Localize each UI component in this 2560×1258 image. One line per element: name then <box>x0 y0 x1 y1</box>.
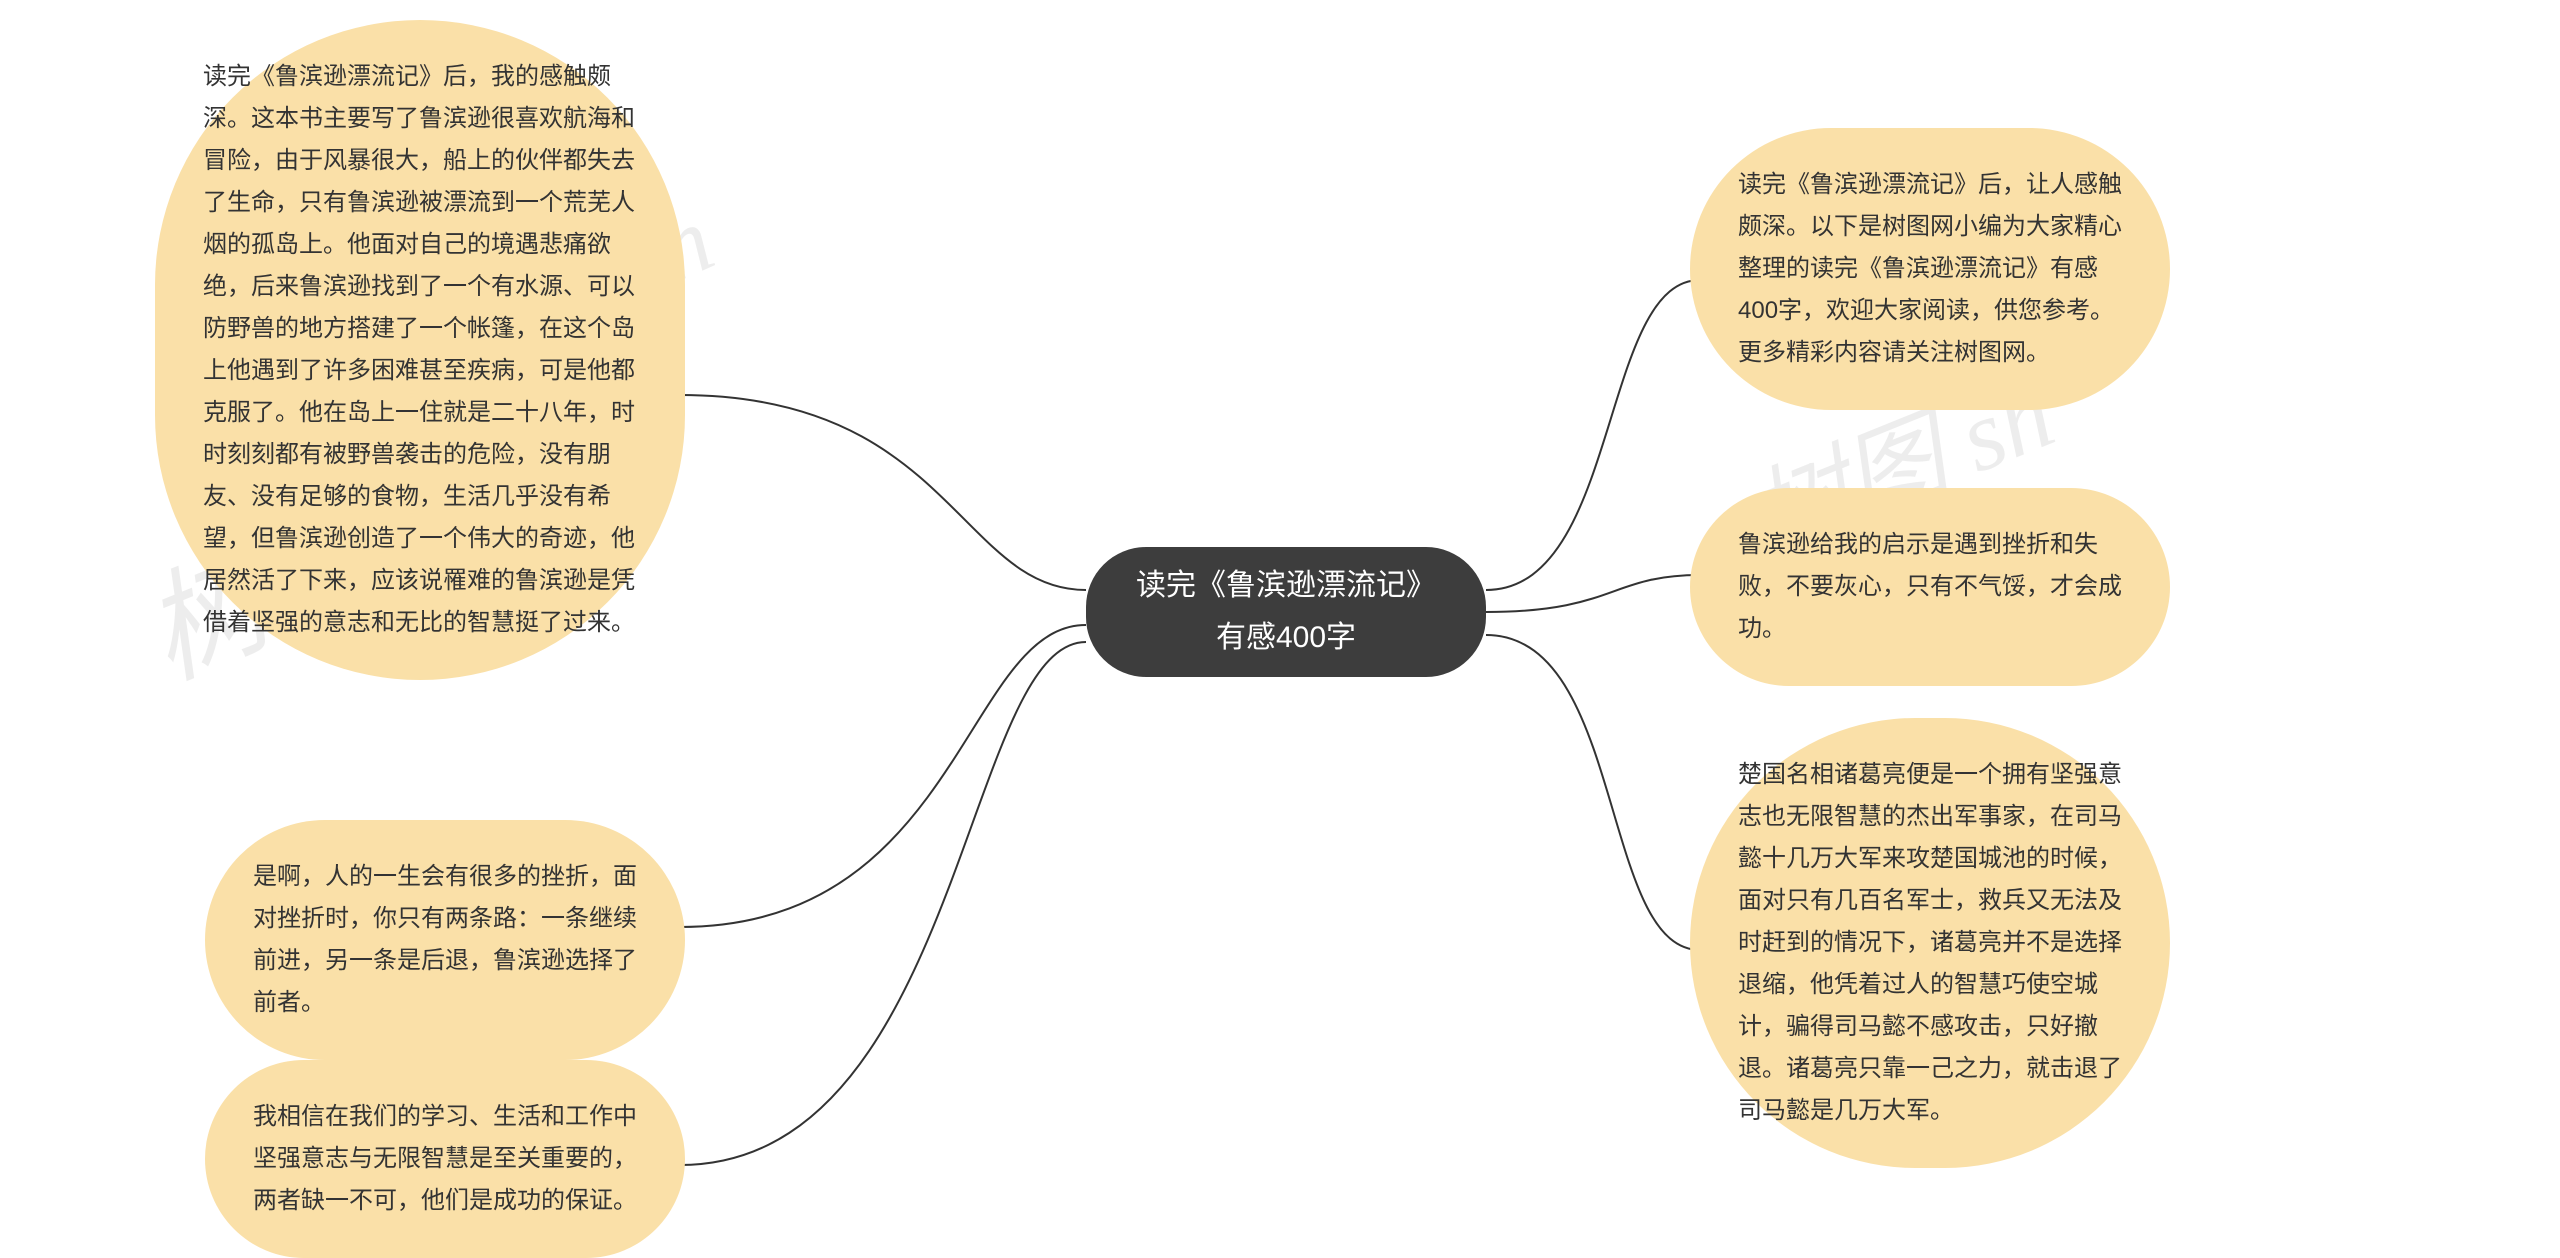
branch-node-text: 是啊，人的一生会有很多的挫折，面对挫折时，你只有两条路：一条继续前进，另一条是后… <box>253 863 637 1016</box>
branch-node[interactable]: 读完《鲁滨逊漂流记》后，让人感触颇深。以下是树图网小编为大家精心整理的读完《鲁滨… <box>1690 128 2170 410</box>
branch-node[interactable]: 我相信在我们的学习、生活和工作中坚强意志与无限智慧是至关重要的，两者缺一不可，他… <box>205 1060 685 1258</box>
branch-node-text: 我相信在我们的学习、生活和工作中坚强意志与无限智慧是至关重要的，两者缺一不可，他… <box>253 1103 637 1214</box>
branch-node-text: 读完《鲁滨逊漂流记》后，我的感触颇深。这本书主要写了鲁滨逊很喜欢航海和冒险，由于… <box>203 63 635 636</box>
branch-node[interactable]: 鲁滨逊给我的启示是遇到挫折和失败，不要灰心，只有不气馁，才会成功。 <box>1690 488 2170 686</box>
branch-node-text: 鲁滨逊给我的启示是遇到挫折和失败，不要灰心，只有不气馁，才会成功。 <box>1738 531 2122 642</box>
branch-node[interactable]: 读完《鲁滨逊漂流记》后，我的感触颇深。这本书主要写了鲁滨逊很喜欢航海和冒险，由于… <box>155 20 685 680</box>
mindmap-canvas: .cn 树 树图 sh 读完《鲁滨逊漂流记》有感400字 读完《鲁滨逊漂流记》后… <box>0 0 2560 1213</box>
branch-node-text: 楚国名相诸葛亮便是一个拥有坚强意志也无限智慧的杰出军事家，在司马懿十几万大军来攻… <box>1738 761 2122 1124</box>
branch-node-text: 读完《鲁滨逊漂流记》后，让人感触颇深。以下是树图网小编为大家精心整理的读完《鲁滨… <box>1738 171 2122 366</box>
center-node-text: 读完《鲁滨逊漂流记》有感400字 <box>1126 560 1446 665</box>
branch-node[interactable]: 是啊，人的一生会有很多的挫折，面对挫折时，你只有两条路：一条继续前进，另一条是后… <box>205 820 685 1060</box>
branch-node[interactable]: 楚国名相诸葛亮便是一个拥有坚强意志也无限智慧的杰出军事家，在司马懿十几万大军来攻… <box>1690 718 2170 1168</box>
center-node[interactable]: 读完《鲁滨逊漂流记》有感400字 <box>1086 547 1486 677</box>
